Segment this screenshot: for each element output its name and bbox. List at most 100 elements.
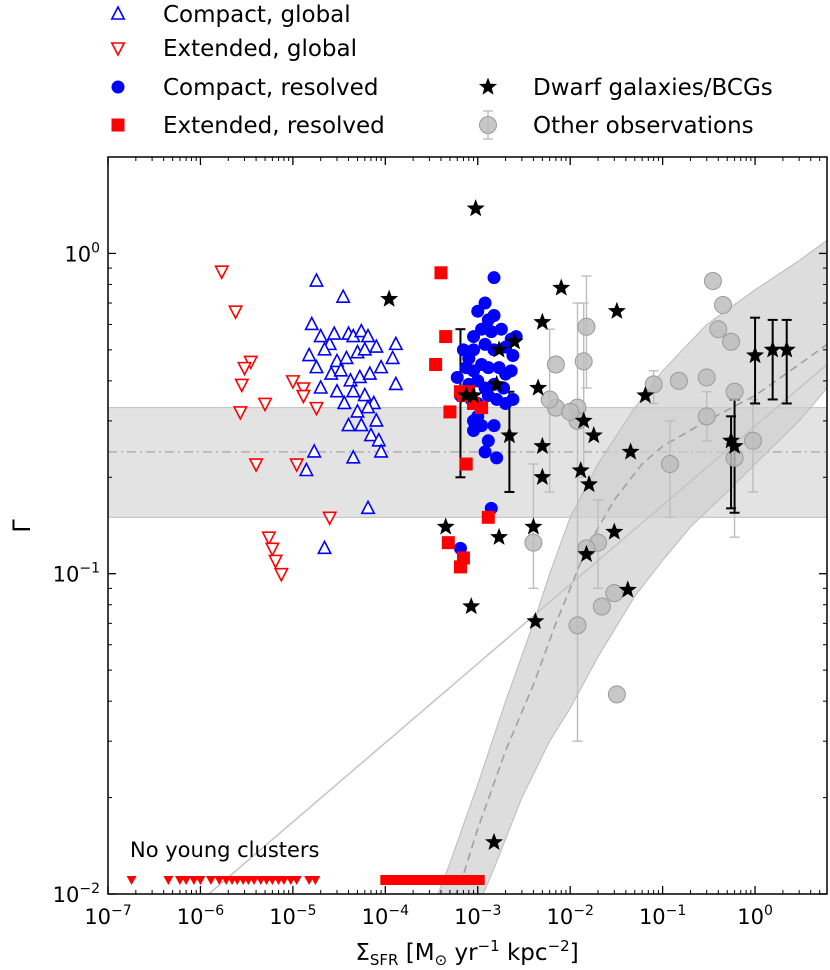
x-tick-base: 10 bbox=[177, 905, 204, 929]
x-tick-base: 10 bbox=[269, 905, 296, 929]
data-marks-layer bbox=[214, 199, 796, 850]
compact-global-point bbox=[385, 349, 401, 365]
extended-global-point bbox=[285, 375, 301, 390]
compact-resolved-point bbox=[504, 364, 518, 378]
dwarf-bcg-point bbox=[571, 461, 590, 479]
dwarf-bcg-point bbox=[725, 436, 744, 454]
extended-global-point bbox=[273, 567, 289, 583]
compact-global-point bbox=[360, 398, 376, 414]
extended-global-point bbox=[289, 458, 305, 473]
compact-global-point bbox=[313, 379, 329, 394]
legend-marker-icon bbox=[479, 116, 497, 134]
legend-marker-icon bbox=[478, 77, 498, 95]
dwarf-bcg-point bbox=[607, 301, 626, 319]
other-observation-point bbox=[660, 455, 679, 474]
x-tick-label: 10−4 bbox=[362, 903, 409, 929]
dwarf-bcg-point bbox=[636, 386, 655, 404]
dwarf-bcg-point bbox=[533, 467, 552, 485]
x-label-base: Σ bbox=[355, 940, 370, 966]
compact-global-point bbox=[341, 416, 357, 432]
legend-marker-icon bbox=[110, 42, 126, 57]
x-label-exp1: −1 bbox=[478, 937, 500, 955]
model-median-line bbox=[455, 343, 827, 894]
y-tick-exponent: −1 bbox=[79, 561, 100, 577]
compact-resolved-point bbox=[487, 271, 501, 285]
extended-resolved-upper-limit bbox=[393, 875, 404, 885]
tick-labels-layer: 10−7 10−6 10−5 10−4 10−3 10−2 10−1 10010−210−11… bbox=[53, 240, 773, 929]
x-label-units-a: [M bbox=[398, 940, 434, 966]
other-observation-point bbox=[669, 371, 688, 390]
extended-global-point bbox=[308, 401, 324, 417]
compact-global-point bbox=[338, 349, 354, 365]
compact-global-point bbox=[298, 461, 314, 477]
x-label-units-c: kpc bbox=[500, 940, 548, 966]
extended-global-point bbox=[234, 378, 250, 394]
x-tick-exponent: −7 bbox=[111, 903, 132, 919]
compact-resolved-point bbox=[450, 370, 464, 384]
compact-global-point bbox=[349, 403, 366, 418]
compact-global-point bbox=[336, 394, 352, 410]
dwarf-bcg-point bbox=[533, 436, 552, 454]
other-observation-point bbox=[714, 296, 733, 315]
extended-resolved-point bbox=[443, 405, 457, 419]
dwarf-bcg-point bbox=[500, 426, 519, 444]
compact-global-point bbox=[306, 443, 322, 458]
dwarf-bcg-point bbox=[577, 544, 596, 562]
legend-marker-icon bbox=[111, 118, 125, 132]
compact-global-point bbox=[345, 382, 361, 398]
extended-resolved-upper-limit bbox=[424, 875, 435, 885]
other-observation-point bbox=[546, 355, 565, 374]
compact-resolved-point bbox=[487, 308, 501, 322]
extended-resolved-upper-limit bbox=[387, 875, 398, 885]
dwarf-bcg-point bbox=[485, 832, 504, 850]
extended-global-point bbox=[257, 397, 273, 413]
y-tick-base: 10 bbox=[64, 242, 91, 266]
dwarf-bcg-point bbox=[618, 580, 637, 598]
upper-limits-layer bbox=[126, 875, 485, 885]
dwarf-bcg-point bbox=[529, 378, 548, 396]
legend-label: Extended, global bbox=[163, 36, 357, 62]
x-label-sun: ⊙ bbox=[435, 951, 448, 969]
extended-resolved-point bbox=[453, 560, 467, 574]
dwarf-bcg-point bbox=[457, 386, 476, 404]
other-observation-point bbox=[568, 616, 587, 635]
y-tick-exponent: −2 bbox=[79, 881, 100, 897]
extended-global-upper-limit bbox=[181, 876, 192, 885]
dwarf-bcg-point bbox=[584, 426, 603, 444]
y-tick-base: 10 bbox=[53, 883, 80, 907]
other-observation-point bbox=[744, 431, 763, 450]
dwarf-bcg-point bbox=[464, 386, 483, 404]
compact-global-point bbox=[371, 432, 387, 447]
compact-global-point bbox=[373, 443, 389, 458]
legend-label: Other observations bbox=[533, 113, 754, 139]
extended-global-point bbox=[248, 458, 264, 473]
extended-resolved-point bbox=[429, 357, 443, 371]
other-observation-point bbox=[577, 317, 596, 336]
dwarf-bcg-point bbox=[777, 340, 796, 358]
dwarf-bcg-point bbox=[533, 312, 552, 330]
compact-global-point bbox=[335, 288, 351, 303]
series-dwarf-bcg bbox=[380, 199, 796, 850]
dwarf-bcg-point bbox=[621, 442, 640, 460]
dwarf-bcg-point bbox=[487, 374, 506, 393]
other-observation-point bbox=[524, 533, 543, 552]
plot-frame bbox=[107, 156, 828, 895]
extended-resolved-upper-limit bbox=[452, 875, 463, 885]
other-observation-point bbox=[644, 375, 663, 394]
extended-resolved-upper-limit bbox=[408, 875, 419, 885]
other-observation-point bbox=[697, 407, 716, 426]
no-young-clusters-label: No young clusters bbox=[130, 838, 320, 862]
dwarf-bcg-point bbox=[574, 411, 593, 429]
x-tick-base: 10 bbox=[639, 905, 666, 929]
other-observation-point bbox=[725, 382, 744, 401]
compact-global-point bbox=[301, 346, 317, 362]
extended-resolved-point bbox=[441, 536, 455, 550]
legend: Compact, global Extended, global Compact, … bbox=[110, 2, 773, 140]
y-tick-label: 100 bbox=[64, 240, 100, 266]
extended-global-point bbox=[237, 361, 253, 377]
legend-entry: Extended, resolved bbox=[111, 113, 385, 139]
x-label-units-b: yr bbox=[447, 940, 478, 966]
x-tick-base: 10 bbox=[454, 905, 481, 929]
x-tick-base: 10 bbox=[362, 905, 389, 929]
legend-label: Dwarf galaxies/BCGs bbox=[533, 75, 773, 101]
